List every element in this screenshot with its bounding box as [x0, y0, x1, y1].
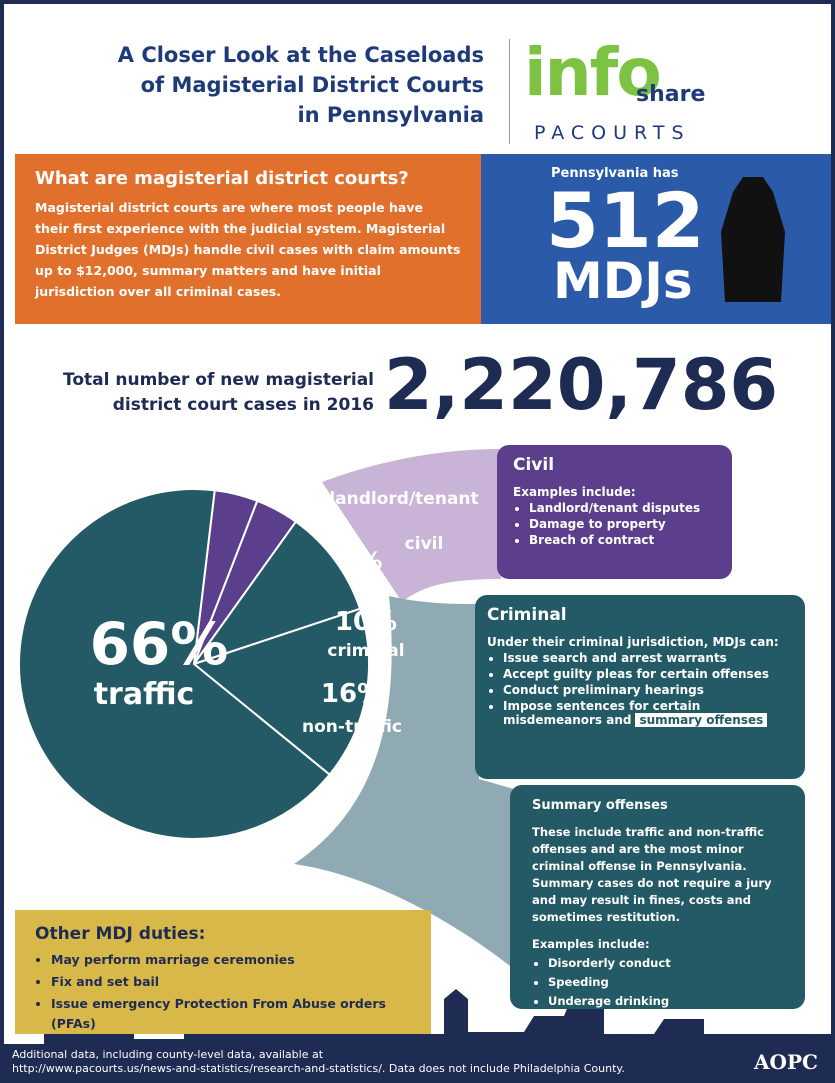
list-item: Landlord/tenant disputes	[529, 501, 716, 515]
divider	[509, 39, 510, 144]
criminal-heading: Criminal	[487, 605, 793, 625]
list-item: Speeding	[548, 974, 783, 991]
value-label: 10%	[335, 607, 397, 637]
footer-logo: AOPC	[754, 1050, 818, 1074]
civil-intro: Examples include:	[513, 485, 716, 499]
list-item: May perform marriage ceremonies	[51, 950, 411, 970]
list-item: Issue emergency Protection From Abuse or…	[51, 994, 411, 1034]
title-line: of Magisterial District Courts	[64, 70, 484, 100]
footer-text: Additional data, including county-level …	[12, 1048, 625, 1076]
list-item: Fix and set bail	[51, 972, 411, 992]
duties-heading: Other MDJ duties:	[35, 924, 411, 944]
title-line: A Closer Look at the Caseloads	[64, 40, 484, 70]
intro-heading: What are magisterial district courts?	[35, 168, 461, 189]
value-label: 66%	[90, 610, 229, 678]
intro-text: Magisterial district courts are where mo…	[35, 197, 461, 302]
footer-line: Additional data, including county-level …	[12, 1048, 625, 1062]
intro-box: What are magisterial district courts? Ma…	[15, 154, 481, 324]
value-label: 4%	[312, 514, 353, 542]
value-label: 16%	[321, 679, 383, 709]
criminal-list: Issue search and arrest warrants Accept g…	[487, 651, 793, 727]
logo-share: share	[636, 82, 705, 107]
category-label: criminal	[327, 641, 404, 661]
category-label: civil	[405, 534, 444, 554]
list-item: Issue search and arrest warrants	[503, 651, 793, 665]
duties-list: May perform marriage ceremoniesFix and s…	[35, 950, 411, 1034]
criminal-box: Criminal Under their criminal jurisdicti…	[475, 595, 805, 779]
total-label-line: Total number of new magisterial	[44, 368, 374, 393]
list-item: Damage to property	[529, 517, 716, 531]
highlight: summary offenses	[635, 713, 767, 727]
duties-box: Other MDJ duties: May perform marriage c…	[15, 910, 431, 1034]
robe-icon	[713, 172, 793, 312]
list-item: Impose sentences for certain misdemeanor…	[503, 699, 793, 727]
value-label: 4%	[342, 547, 383, 575]
title-line: in Pennsylvania	[64, 100, 484, 130]
civil-list: Landlord/tenant disputes Damage to proper…	[513, 501, 716, 547]
category-label: non-traffic	[302, 717, 402, 737]
list-item: Conduct preliminary hearings	[503, 683, 793, 697]
category-label: landlord/tenant	[329, 489, 478, 509]
total-label-line: district court cases in 2016	[44, 393, 374, 418]
category-label: traffic	[94, 677, 195, 712]
footer-line: http://www.pacourts.us/news-and-statisti…	[12, 1062, 625, 1076]
list-item: Disorderly conduct	[548, 955, 783, 972]
summary-intro: Examples include:	[532, 936, 783, 953]
summary-text: These include traffic and non-traffic of…	[532, 824, 783, 926]
summary-heading: Summary offenses	[532, 797, 783, 814]
criminal-intro: Under their criminal jurisdiction, MDJs …	[487, 635, 793, 649]
list-item: Underage drinking	[548, 993, 783, 1010]
infographic: 66%traffic 16% non-traffic 10% criminal 4% civ…	[0, 0, 835, 1083]
summary-list: Disorderly conduct Speeding Underage drink…	[532, 955, 783, 1010]
mdj-unit: MDJs	[553, 252, 693, 310]
total-number: 2,220,786	[384, 344, 778, 426]
list-item: Accept guilty pleas for certain offenses	[503, 667, 793, 681]
summary-box: Summary offenses These include traffic a…	[510, 785, 805, 1009]
mdj-box: Pennsylvania has 512 MDJs	[481, 154, 831, 324]
civil-heading: Civil	[513, 455, 716, 475]
civil-box: Civil Examples include: Landlord/tenant …	[497, 445, 732, 579]
logo-pacourts: PACOURTS	[534, 122, 691, 144]
list-item: Breach of contract	[529, 533, 716, 547]
